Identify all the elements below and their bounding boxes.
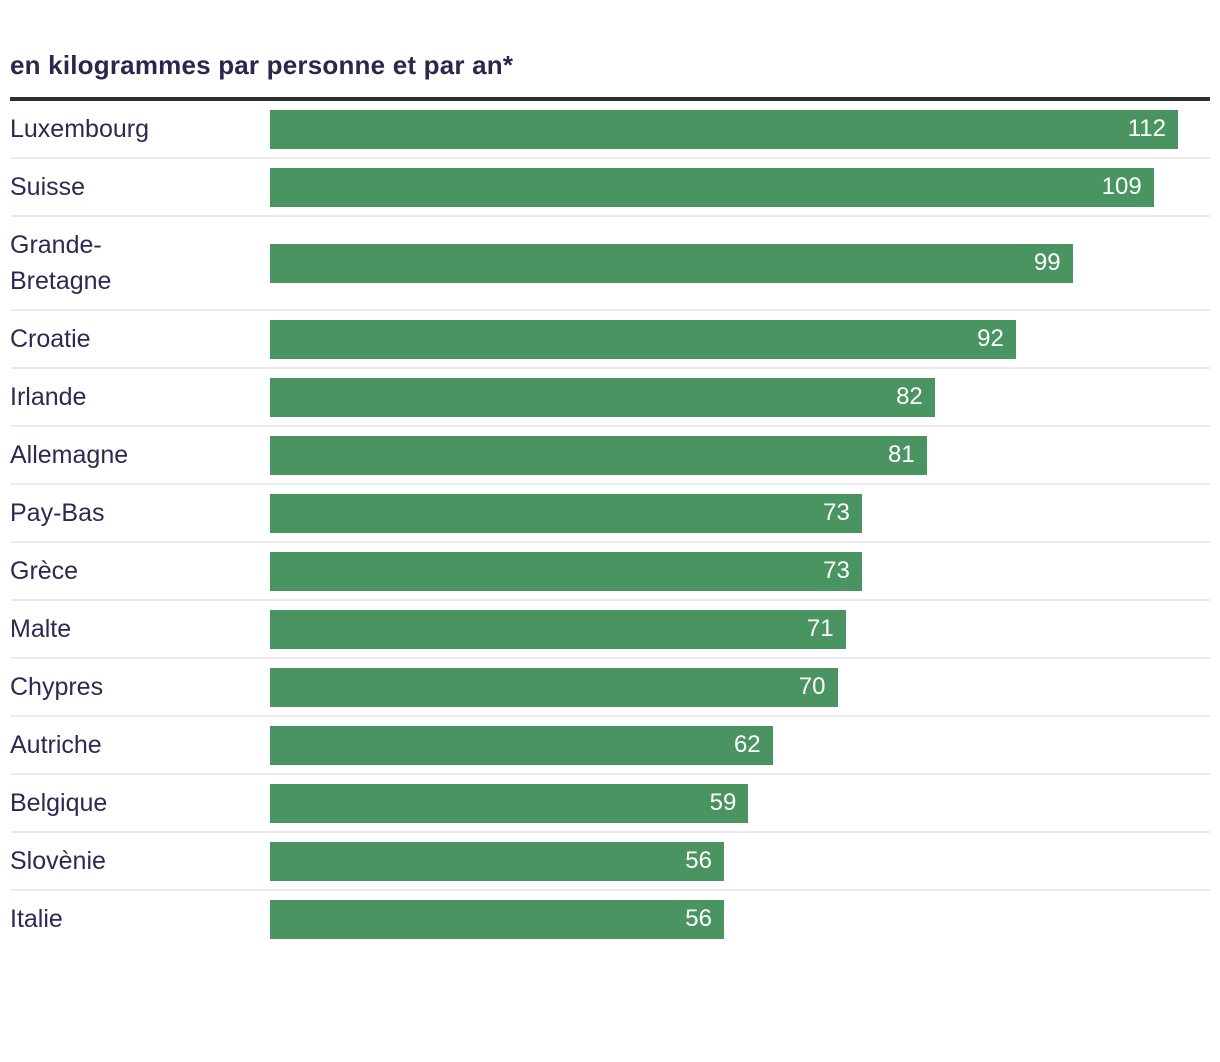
chart-rows: Luxembourg 112 Suisse 109 Grande- Bretag… xyxy=(10,101,1210,947)
value-bar: 56 xyxy=(270,841,724,881)
value-bar: 81 xyxy=(270,435,927,475)
country-label: Grèce xyxy=(10,557,79,585)
chart-row: Malte 71 xyxy=(10,601,1210,659)
bar-value-label: 99 xyxy=(1033,249,1061,276)
value-bar: 112 xyxy=(270,109,1178,149)
chart-row: Italie 56 xyxy=(10,891,1210,947)
bar-value-label: 62 xyxy=(733,731,761,758)
country-label: Luxembourg xyxy=(10,115,149,143)
value-bar: 71 xyxy=(270,609,846,649)
bar-area: 62 xyxy=(270,725,1178,765)
chart-row: Autriche 62 xyxy=(10,717,1210,775)
value-bar: 82 xyxy=(270,377,935,417)
value-bar: 59 xyxy=(270,783,749,823)
bar-value-label: 92 xyxy=(977,325,1004,352)
bar-value-label: 82 xyxy=(896,383,923,410)
bar-value-label: 70 xyxy=(798,673,826,700)
chart-row: Grande- Bretagne 99 xyxy=(10,217,1210,311)
country-label: Belgique xyxy=(10,789,108,817)
value-bar: 56 xyxy=(270,899,724,939)
bar-area: 99 xyxy=(270,243,1178,283)
bar-area: 112 xyxy=(270,109,1178,149)
country-label: Italie xyxy=(10,905,63,933)
chart-row: Slovènie 56 xyxy=(10,833,1210,891)
bar-area: 56 xyxy=(270,899,1178,939)
bar-value-label: 59 xyxy=(709,789,737,816)
value-bar: 92 xyxy=(270,319,1016,359)
bar-value-label: 73 xyxy=(823,557,850,584)
chart-row: Suisse 109 xyxy=(10,159,1210,217)
value-bar: 62 xyxy=(270,725,773,765)
country-label: Croatie xyxy=(10,325,91,353)
bar-value-label: 81 xyxy=(887,441,915,468)
chart-row: Allemagne 81 xyxy=(10,427,1210,485)
chart-row: Croatie 92 xyxy=(10,311,1210,369)
country-label: Suisse xyxy=(10,173,86,201)
bar-area: 56 xyxy=(270,841,1178,881)
chart-container: en kilogrammes par personne et par an* L… xyxy=(0,50,1220,947)
bar-area: 82 xyxy=(270,377,1178,417)
chart-row: Irlande 82 xyxy=(10,369,1210,427)
value-bar: 73 xyxy=(270,493,862,533)
value-bar: 70 xyxy=(270,667,838,707)
bar-value-label: 73 xyxy=(823,499,850,526)
bar-area: 59 xyxy=(270,783,1178,823)
value-bar: 73 xyxy=(270,551,862,591)
value-bar: 109 xyxy=(270,167,1154,207)
value-bar: 99 xyxy=(270,243,1073,283)
bar-value-label: 112 xyxy=(1127,115,1166,142)
chart-title: en kilogrammes par personne et par an* xyxy=(10,50,514,80)
country-label: Malte xyxy=(10,615,72,643)
country-label: Chypres xyxy=(10,673,104,701)
bar-value-label: 109 xyxy=(1101,173,1142,200)
country-label: Allemagne xyxy=(10,441,129,469)
chart-row: Belgique 59 xyxy=(10,775,1210,833)
country-label: Pay-Bas xyxy=(10,499,105,527)
chart-row: Grèce 73 xyxy=(10,543,1210,601)
bar-area: 71 xyxy=(270,609,1178,649)
chart-row: Pay-Bas 73 xyxy=(10,485,1210,543)
chart-row: Chypres 70 xyxy=(10,659,1210,717)
bar-area: 73 xyxy=(270,551,1178,591)
bar-value-label: 71 xyxy=(806,615,834,642)
bar-value-label: 56 xyxy=(685,905,712,932)
country-label: Slovènie xyxy=(10,847,106,875)
country-label: Irlande xyxy=(10,383,87,411)
bar-value-label: 56 xyxy=(685,847,712,874)
bar-area: 70 xyxy=(270,667,1178,707)
bar-area: 73 xyxy=(270,493,1178,533)
chart-row: Luxembourg 112 xyxy=(10,101,1210,159)
bar-area: 81 xyxy=(270,435,1178,475)
country-label: Grande- Bretagne xyxy=(10,231,112,295)
title-divider-rule xyxy=(10,97,1210,101)
bar-area: 109 xyxy=(270,167,1178,207)
country-label: Autriche xyxy=(10,731,102,759)
bar-area: 92 xyxy=(270,319,1178,359)
